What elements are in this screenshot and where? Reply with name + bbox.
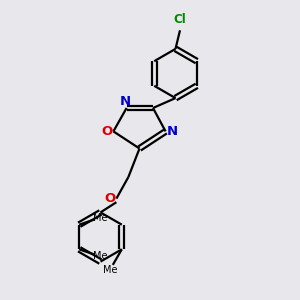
Text: Cl: Cl <box>174 13 186 26</box>
Text: Me: Me <box>93 212 107 223</box>
Text: O: O <box>101 125 112 138</box>
Text: Me: Me <box>103 265 117 275</box>
Text: N: N <box>119 95 131 108</box>
Text: Me: Me <box>93 251 107 262</box>
Text: O: O <box>104 192 116 205</box>
Text: N: N <box>167 125 178 138</box>
